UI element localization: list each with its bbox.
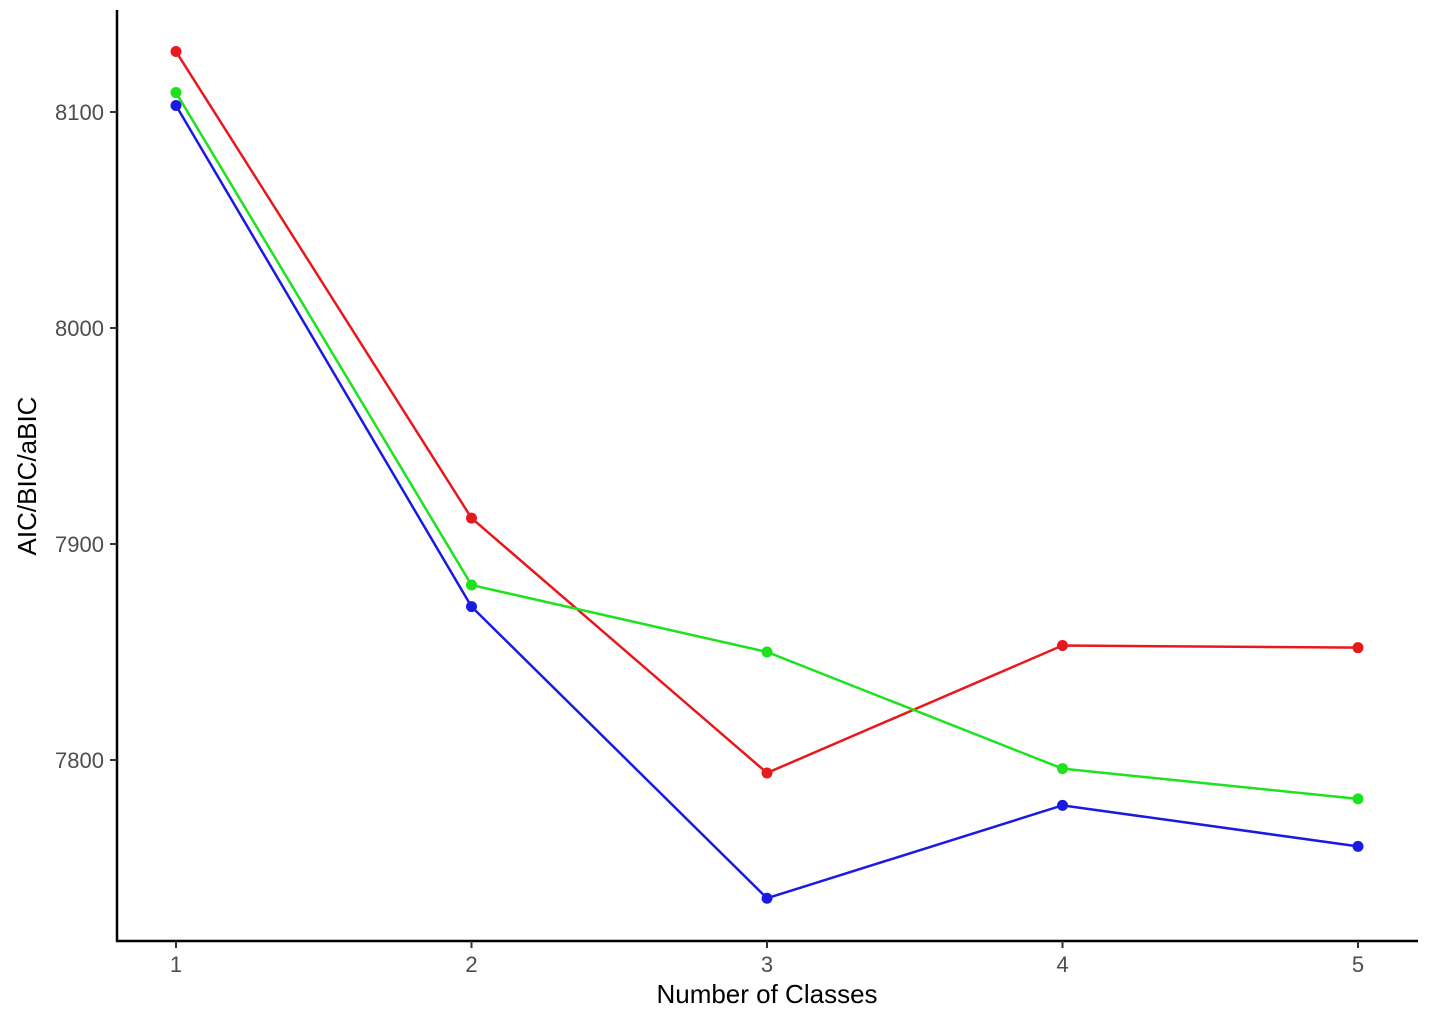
data-point (761, 646, 773, 658)
y-ticks: 7800 7900 8000 8100 (55, 100, 117, 773)
y-tick-label: 8100 (55, 100, 104, 125)
y-tick-label: 7800 (55, 748, 104, 773)
y-tick-label: 7900 (55, 532, 104, 557)
data-point (170, 87, 182, 99)
y-tick-label: 8000 (55, 316, 104, 341)
series-group (170, 46, 1364, 904)
data-point (761, 892, 773, 904)
data-point (1352, 793, 1364, 805)
data-point (466, 579, 477, 591)
data-point (761, 767, 773, 779)
series-line (174, 91, 1359, 801)
data-point (1057, 799, 1068, 811)
data-point (170, 46, 182, 58)
data-point (1352, 840, 1364, 852)
data-point (466, 512, 477, 524)
data-point (1057, 640, 1068, 652)
data-point (1352, 642, 1364, 654)
red-series (170, 46, 1364, 779)
axes (115, 10, 1418, 943)
x-tick-label: 1 (170, 952, 182, 977)
blue-series (170, 100, 1364, 904)
series-line (174, 104, 1359, 900)
series-line (174, 50, 1359, 775)
x-tick-label: 2 (465, 952, 477, 977)
data-point (170, 100, 182, 112)
data-point (466, 601, 477, 613)
y-axis-title: AIC/BIC/aBIC (12, 397, 42, 556)
x-ticks: 1 2 3 4 5 (170, 941, 1364, 977)
data-point (1057, 763, 1068, 775)
x-tick-label: 5 (1352, 952, 1364, 977)
green-series (170, 87, 1364, 805)
x-axis-title: Number of Classes (656, 979, 877, 1009)
x-tick-label: 4 (1056, 952, 1068, 977)
x-tick-label: 3 (761, 952, 773, 977)
